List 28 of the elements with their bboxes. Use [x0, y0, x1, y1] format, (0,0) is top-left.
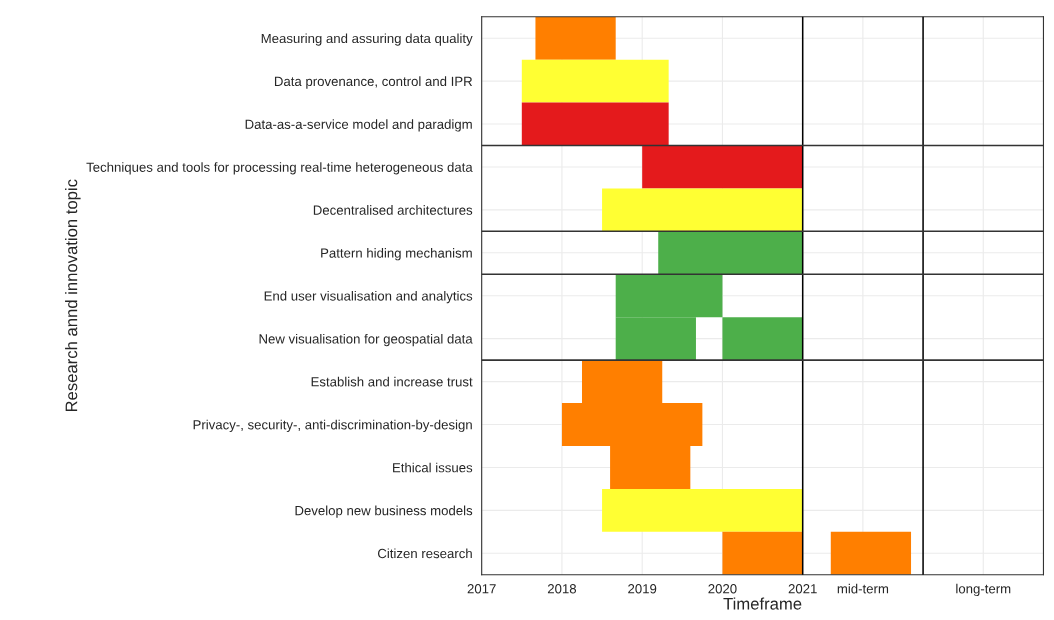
bar — [521, 59, 669, 103]
x-tick-label: 2017 — [467, 584, 496, 594]
y-tick-label: Privacy-, security-, anti-discrimination-by-design — [193, 419, 472, 433]
y-tick-label: Measuring and assuring data quality — [261, 33, 473, 46]
y-tick-label: Data-as-a-service model and paradigm — [245, 119, 472, 132]
y-tick-label: Citizen research — [377, 548, 472, 559]
x-tick-label: 2019 — [628, 584, 657, 594]
y-tick-label: Establish and increase trust — [311, 376, 473, 387]
x-tick-label: long-term — [956, 583, 1011, 597]
x-tick-label: 2021 — [788, 584, 817, 594]
y-tick-label: End user visualisation and analytics — [264, 290, 473, 304]
y-tick-label: Data provenance, control and IPR — [274, 76, 473, 89]
x-tick-label: 2020 — [708, 584, 737, 594]
bar — [722, 531, 803, 575]
x-axis-title: Timeframe — [723, 597, 802, 610]
y-tick-label: Decentralised architectures — [313, 205, 473, 215]
y-tick-label: Ethical issues — [393, 462, 473, 473]
bar — [535, 16, 616, 60]
y-tick-label: Develop new business models — [295, 505, 473, 518]
y-tick-label: Pattern hiding mechanism — [321, 248, 472, 261]
bar — [602, 488, 803, 532]
bar — [602, 188, 803, 232]
bar — [722, 317, 803, 361]
y-tick-label: New visualisation for geospatial data — [259, 333, 473, 347]
x-tick-label: 2018 — [547, 584, 577, 594]
x-tick-label: mid-term — [837, 583, 889, 594]
y-tick-label: Techniques and tools for processing real-time heterogeneous data — [86, 162, 473, 175]
y-axis-title: Research annd innovation topic — [65, 179, 81, 412]
